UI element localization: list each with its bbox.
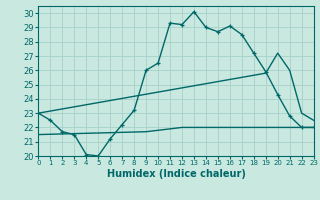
X-axis label: Humidex (Indice chaleur): Humidex (Indice chaleur) <box>107 169 245 179</box>
